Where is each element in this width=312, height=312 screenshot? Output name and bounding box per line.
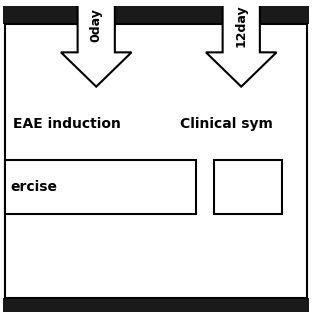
Polygon shape [206,0,276,87]
Bar [5,160,196,214]
Bar [3,298,309,312]
Text: 12day: 12day [235,4,248,47]
Text: ercise: ercise [10,180,57,194]
Text: Clinical sym: Clinical sym [179,117,272,131]
Bar [3,6,309,24]
Bar [214,160,282,214]
Bar [5,24,307,298]
Text: 0day: 0day [90,8,103,42]
Text: EAE induction: EAE induction [13,117,121,131]
Polygon shape [61,0,131,87]
